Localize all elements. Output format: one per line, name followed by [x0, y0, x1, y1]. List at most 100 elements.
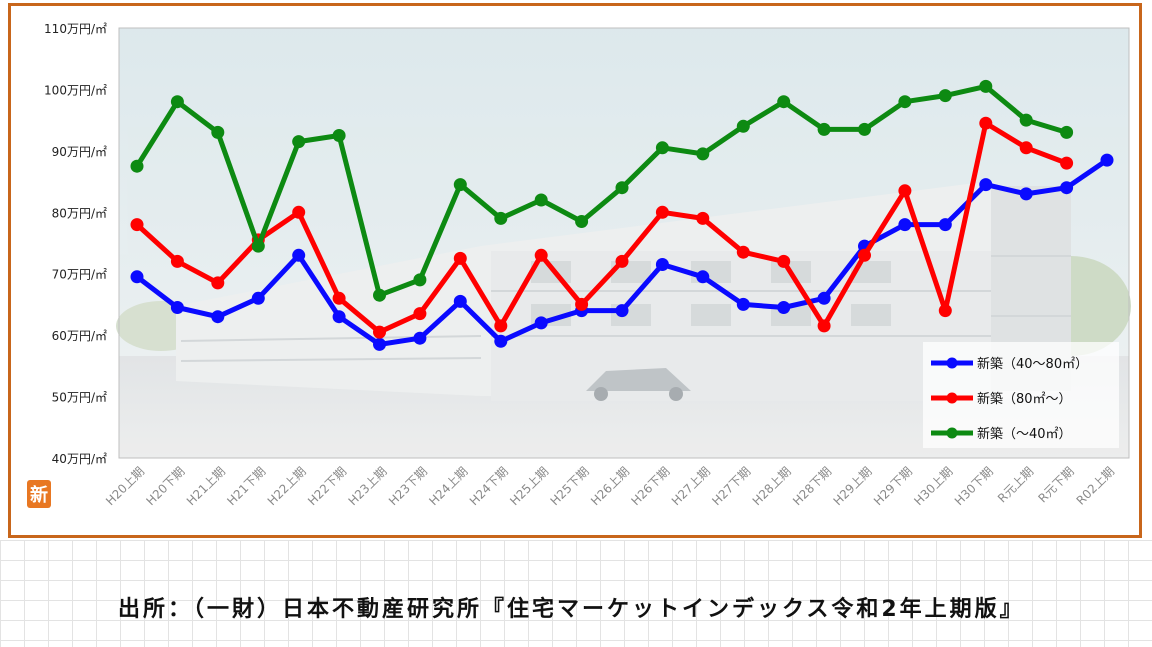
data-point	[817, 291, 831, 305]
x-tick-label: H24上期	[426, 464, 470, 508]
data-point	[615, 304, 629, 318]
x-axis: H20上期H20下期H21上期H21下期H22上期H22下期H23上期H23下期…	[103, 464, 1117, 508]
data-point	[979, 116, 993, 130]
y-tick-label: 90万円/㎡	[52, 145, 107, 159]
data-point	[615, 254, 629, 268]
series-1	[130, 153, 1114, 351]
data-point	[1019, 141, 1033, 155]
legend-label: 新築（～40㎡）	[977, 426, 1072, 442]
data-point	[534, 248, 548, 262]
data-point	[575, 215, 589, 228]
data-point	[898, 218, 912, 232]
data-point	[898, 184, 912, 198]
data-point	[413, 307, 427, 321]
y-tick-label: 70万円/㎡	[52, 268, 107, 282]
x-tick-label: H28上期	[750, 464, 794, 508]
data-point	[413, 331, 427, 345]
new-badge: 新	[27, 480, 51, 508]
data-point	[251, 291, 265, 305]
data-point	[1060, 156, 1074, 170]
data-point	[696, 270, 710, 284]
data-point	[292, 205, 306, 219]
series-3	[130, 79, 1074, 302]
x-tick-label: R元下期	[1035, 464, 1076, 505]
x-tick-label: H27上期	[669, 464, 713, 508]
data-point	[858, 248, 871, 262]
data-point	[453, 294, 467, 308]
data-point	[858, 122, 871, 136]
data-point	[736, 245, 750, 259]
data-point	[170, 254, 184, 268]
x-tick-label: H21下期	[224, 464, 268, 508]
legend-item: 新築（40～80㎡）	[931, 356, 1088, 372]
y-axis: 40万円/㎡ 50万円/㎡ 60万円/㎡ 70万円/㎡ 80万円/㎡ 90万円/㎡ 100万…	[44, 22, 107, 466]
data-point	[130, 218, 144, 232]
data-point	[251, 239, 265, 253]
legend-swatch-marker	[946, 392, 958, 404]
data-point	[777, 95, 791, 109]
x-tick-label: R元上期	[995, 464, 1036, 505]
x-tick-label: H22下期	[305, 464, 349, 508]
series-2	[130, 116, 1074, 339]
data-point	[938, 304, 952, 318]
legend-label: 新築（80㎡～）	[977, 391, 1072, 407]
legend-swatch-marker	[946, 427, 958, 439]
data-point	[1060, 125, 1074, 139]
x-tick-label: H26下期	[628, 464, 672, 508]
x-tick-label: H25下期	[548, 464, 592, 508]
data-point	[1100, 153, 1114, 167]
data-point	[170, 301, 184, 314]
data-point	[898, 95, 912, 109]
x-tick-label: H30上期	[911, 464, 955, 508]
data-point	[332, 291, 346, 305]
legend-item: 新築（80㎡～）	[931, 391, 1072, 407]
data-point	[938, 89, 952, 103]
y-tick-label: 110万円/㎡	[44, 22, 107, 36]
x-tick-label: H23上期	[346, 464, 390, 508]
x-tick-label: R02上期	[1074, 464, 1118, 508]
data-point	[1019, 113, 1033, 127]
data-point	[413, 273, 427, 287]
data-point	[494, 319, 508, 333]
chart-frame: 40万円/㎡ 50万円/㎡ 60万円/㎡ 70万円/㎡ 80万円/㎡ 90万円/㎡ 100万…	[8, 3, 1142, 538]
source-note: 出所：（一財）日本不動産研究所『住宅マーケットインデックス令和2年上期版』	[118, 597, 1025, 622]
data-point	[130, 270, 144, 284]
data-point	[696, 211, 710, 225]
data-point	[373, 337, 386, 351]
data-point	[1019, 187, 1033, 201]
legend-item: 新築（～40㎡）	[931, 426, 1072, 442]
data-point	[655, 258, 669, 271]
legend-swatch-marker	[946, 357, 958, 369]
data-point	[615, 181, 629, 195]
legend: 新築（40～80㎡） 新築（80㎡～） 新築（～40㎡）	[923, 342, 1119, 448]
x-tick-label: H28下期	[790, 464, 834, 508]
data-point	[696, 147, 710, 161]
data-point	[373, 325, 386, 339]
data-point	[979, 79, 993, 93]
data-point	[170, 95, 184, 109]
data-point	[130, 159, 144, 173]
data-point	[575, 297, 589, 311]
data-point	[292, 248, 306, 262]
data-point	[373, 288, 386, 302]
y-tick-label: 40万円/㎡	[52, 452, 107, 466]
spreadsheet-grid	[0, 540, 1152, 647]
data-point	[211, 125, 225, 139]
data-point	[1060, 181, 1074, 195]
data-point	[534, 316, 548, 330]
legend-label: 新築（40～80㎡）	[977, 356, 1088, 372]
data-point	[534, 193, 548, 207]
x-tick-label: H21上期	[184, 464, 228, 508]
data-point	[655, 205, 669, 219]
data-point	[332, 310, 346, 324]
x-tick-label: H30下期	[952, 464, 996, 508]
data-point	[979, 178, 993, 192]
data-point	[211, 310, 225, 324]
data-point	[777, 254, 791, 268]
y-tick-label: 60万円/㎡	[52, 329, 107, 343]
x-tick-label: H20上期	[103, 464, 147, 508]
data-point	[736, 119, 750, 133]
data-point	[817, 122, 831, 136]
plot-area	[118, 27, 1130, 459]
data-point	[777, 301, 791, 314]
